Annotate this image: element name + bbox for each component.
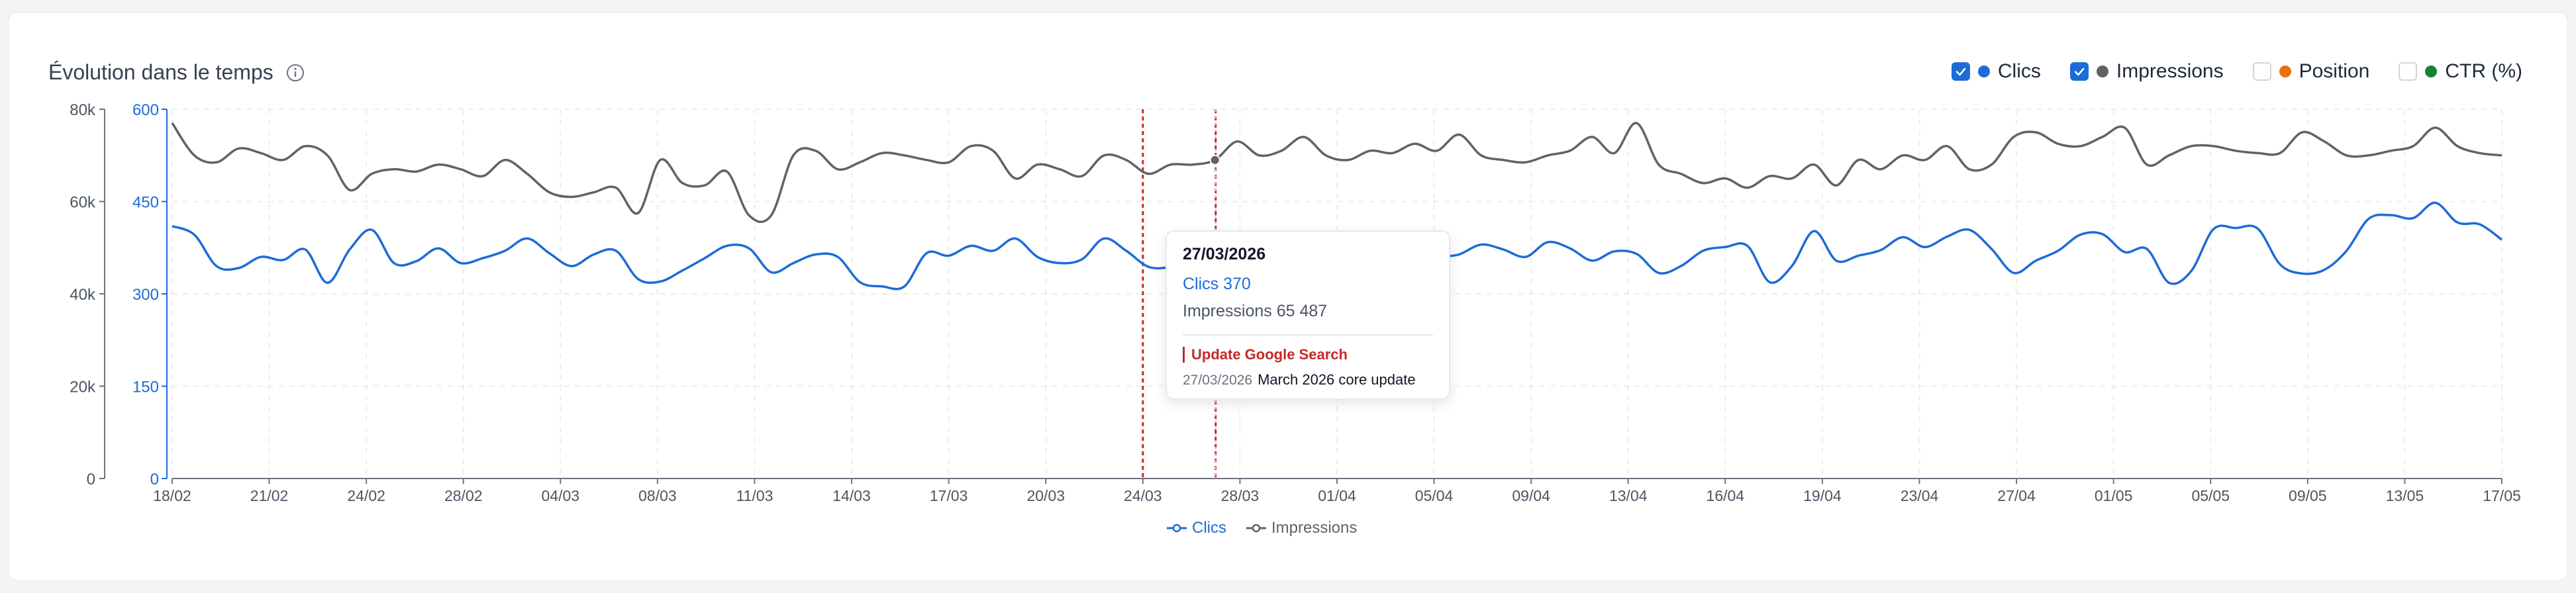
x-axis-tick-label: 19/04 — [1803, 487, 1842, 504]
x-axis-tick-label: 16/04 — [1707, 487, 1745, 504]
legend-item-clics[interactable]: Clics — [1167, 519, 1226, 537]
tooltip-impressions: Impressions 65 487 — [1183, 302, 1433, 321]
x-axis-tick-label: 23/04 — [1901, 487, 1939, 504]
left-axis-tick-label: 20k — [70, 379, 96, 396]
x-axis-tick-label: 24/03 — [1124, 487, 1162, 504]
left-axis-tick-label: 80k — [70, 101, 96, 119]
tooltip-update-title-text: Update Google Search — [1191, 346, 1348, 363]
tooltip-update-date: 27/03/2026 — [1183, 373, 1253, 388]
ctr-color-dot — [2425, 66, 2438, 77]
x-axis-tick-label: 28/02 — [444, 487, 483, 504]
tooltip-impressions-label: Impressions — [1183, 302, 1272, 320]
checkbox-impressions[interactable] — [2069, 62, 2089, 81]
series-line-impressions — [171, 122, 2502, 223]
chart-legend: Clics Impressions — [1167, 519, 1357, 537]
hover-point-impressions — [1209, 154, 1220, 165]
tooltip-impressions-value: 65 487 — [1276, 302, 1328, 320]
toggle-ctr[interactable]: CTR (%) — [2399, 60, 2522, 83]
chart-axes: 0 20k 40k 60k 80k 0 150 300 450 600 18/02 21/02 24/0… — [70, 101, 2520, 504]
toggle-clics-label: Clics — [1997, 60, 2041, 82]
series-toggles: Clics Impressions Position CTR (%) — [1951, 60, 2522, 83]
x-axis-tick-label: 09/05 — [2289, 487, 2327, 504]
x-axis-tick-label: 13/05 — [2386, 487, 2424, 504]
clics-axis-tick-label: 600 — [132, 101, 159, 119]
legend-item-impressions[interactable]: Impressions — [1246, 519, 1357, 537]
chart-tooltip: 27/03/2026 Clics 370 Impressions 65 487 … — [1165, 230, 1450, 400]
chart-title: Évolution dans le temps — [48, 60, 273, 84]
tooltip-update-title: Update Google Search — [1183, 346, 1433, 363]
x-axis-tick-label: 18/02 — [153, 487, 191, 504]
checkbox-clics[interactable] — [1951, 62, 1970, 81]
position-color-dot — [2279, 66, 2291, 77]
x-axis-tick-label: 01/05 — [2095, 487, 2133, 504]
x-axis-tick-label: 09/04 — [1512, 487, 1550, 504]
x-axis-tick-label: 08/03 — [638, 487, 677, 504]
legend-label-impressions: Impressions — [1271, 519, 1358, 537]
x-axis-tick-label: 05/04 — [1415, 487, 1454, 504]
x-axis-tick-label: 13/04 — [1609, 487, 1648, 504]
x-axis-tick-label: 27/04 — [1997, 487, 2036, 504]
toggle-clics[interactable]: Clics — [1951, 60, 2041, 83]
tooltip-clics-label: Clics — [1183, 275, 1219, 293]
x-axis-tick-label: 24/02 — [347, 487, 385, 504]
checkbox-position[interactable] — [2252, 62, 2271, 81]
impressions-color-dot — [2096, 66, 2108, 77]
legend-line-icon-impressions — [1246, 524, 1266, 533]
tooltip-clics: Clics 370 — [1183, 275, 1433, 294]
x-axis-tick-label: 04/03 — [542, 487, 580, 504]
legend-line-icon-clics — [1167, 524, 1187, 533]
x-axis-tick-label: 28/03 — [1221, 487, 1260, 504]
x-axis-tick-label: 01/04 — [1318, 487, 1356, 504]
toggle-position[interactable]: Position — [2252, 60, 2370, 83]
toggle-impressions[interactable]: Impressions — [2069, 60, 2224, 83]
legend-label-clics: Clics — [1192, 519, 1226, 537]
tooltip-update-note: 27/03/2026 March 2026 core update — [1183, 371, 1433, 388]
x-axis-tick-label: 14/03 — [832, 487, 871, 504]
clics-axis-tick-label: 0 — [150, 471, 159, 488]
x-axis-tick-label: 05/05 — [2191, 487, 2230, 504]
x-axis-tick-label: 17/05 — [2483, 487, 2521, 504]
toggle-impressions-label: Impressions — [2116, 60, 2224, 82]
update-marker-icon — [1183, 347, 1185, 363]
toggle-position-label: Position — [2299, 60, 2370, 82]
clics-axis-tick-label: 450 — [132, 194, 159, 212]
clics-axis-tick-label: 150 — [132, 379, 159, 396]
chart-header: Évolution dans le temps — [48, 60, 305, 85]
left-axis-tick-label: 40k — [70, 286, 96, 304]
x-axis-tick-label: 20/03 — [1026, 487, 1065, 504]
x-axis-tick-label: 21/02 — [250, 487, 289, 504]
checkbox-ctr[interactable] — [2399, 62, 2418, 81]
tooltip-update-name: March 2026 core update — [1258, 371, 1416, 388]
toggle-ctr-label: CTR (%) — [2445, 60, 2522, 82]
x-axis-tick-label: 11/03 — [736, 487, 773, 504]
clics-axis-tick-label: 300 — [132, 286, 159, 304]
info-icon[interactable] — [285, 63, 305, 83]
clics-color-dot — [1977, 66, 1990, 77]
tooltip-date: 27/03/2026 — [1183, 245, 1266, 263]
left-axis-tick-label: 60k — [70, 194, 96, 212]
tooltip-divider — [1183, 334, 1433, 336]
tooltip-clics-value: 370 — [1223, 275, 1251, 293]
x-axis-tick-label: 17/03 — [930, 487, 968, 504]
left-axis-tick-label: 0 — [87, 471, 95, 488]
